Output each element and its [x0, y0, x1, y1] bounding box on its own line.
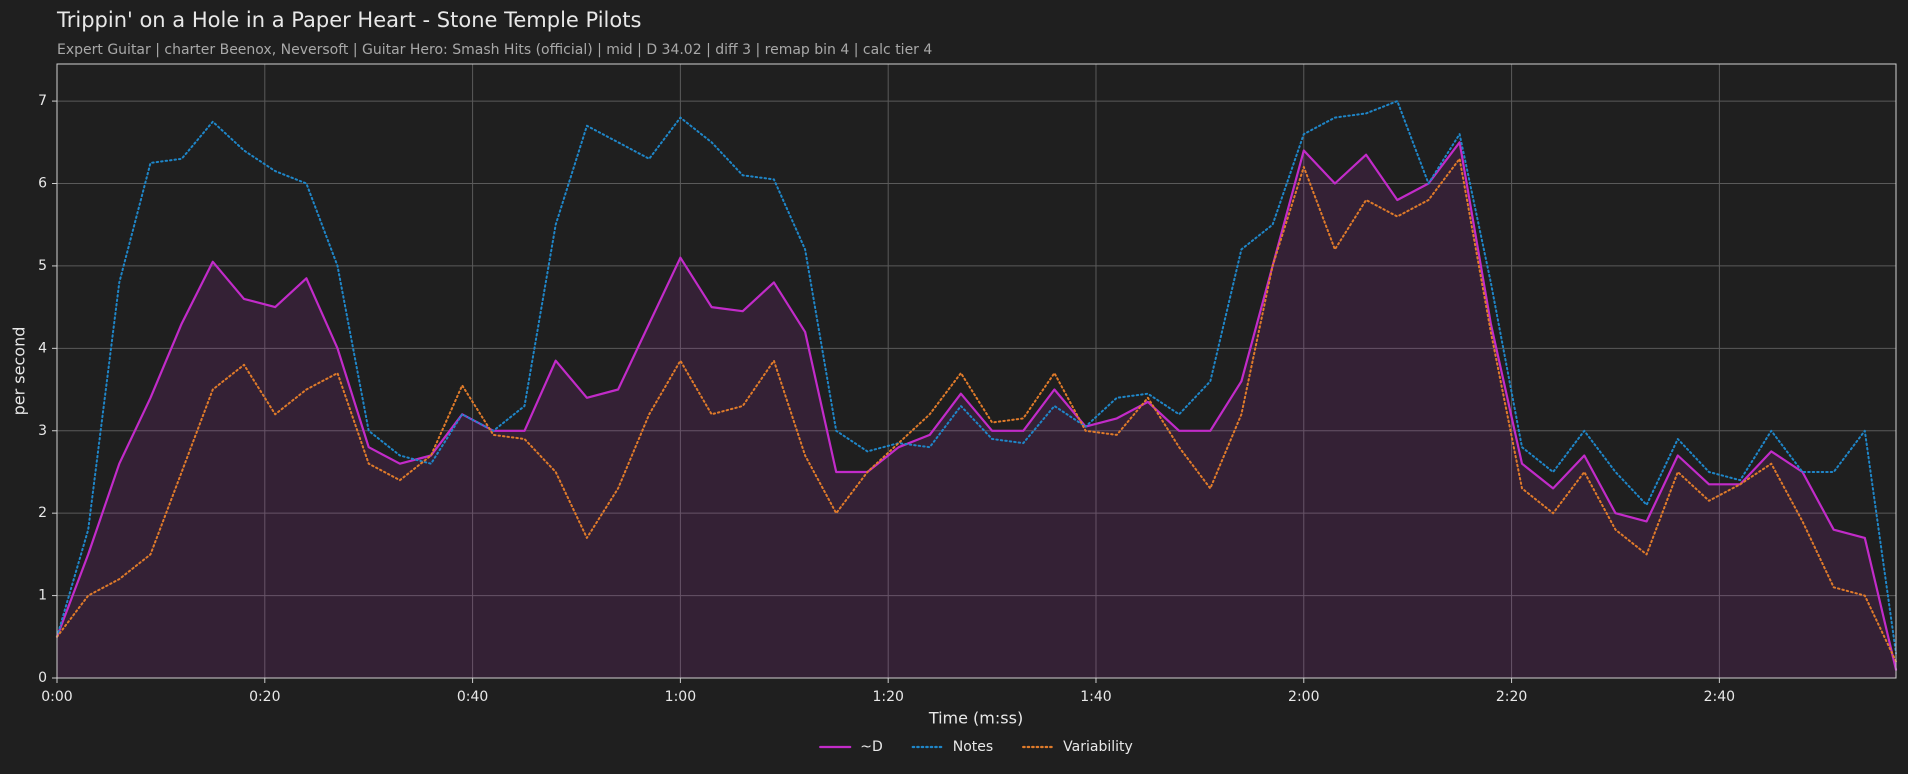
chart-subtitle: Expert Guitar | charter Beenox, Neversof… — [57, 42, 932, 58]
legend-item: Notes — [911, 739, 993, 755]
x-tick-label: 1:20 — [872, 689, 903, 705]
legend: ~D Notes Variability — [819, 739, 1133, 755]
legend-item: Variability — [1022, 739, 1133, 755]
x-axis-label: Time (m:ss) — [928, 709, 1023, 728]
legend-label: Notes — [953, 739, 993, 755]
series-line — [55, 141, 1898, 671]
y-tick-label: 6 — [38, 176, 47, 192]
series-area — [57, 142, 1896, 679]
y-tick-label: 5 — [38, 258, 47, 274]
legend-item: ~D — [819, 739, 883, 755]
y-axis-label: per second — [10, 327, 29, 416]
legend-label: Variability — [1063, 739, 1133, 755]
y-tick-label: 1 — [38, 588, 47, 604]
x-tick-label: 2:20 — [1496, 689, 1527, 705]
x-tick-label: 0:20 — [249, 689, 280, 705]
y-tick-label: 3 — [38, 423, 47, 439]
y-tick-label: 7 — [38, 93, 47, 109]
chart-title: Trippin' on a Hole in a Paper Heart - St… — [56, 8, 641, 32]
legend-label: ~D — [860, 739, 883, 755]
series-line — [56, 157, 1897, 663]
x-tick-label: 2:40 — [1704, 689, 1735, 705]
series-line — [56, 100, 1897, 655]
x-tick-label: 1:40 — [1080, 689, 1111, 705]
x-tick-label: 2:00 — [1288, 689, 1319, 705]
y-tick-label: 4 — [38, 340, 47, 356]
y-tick-label: 0 — [38, 670, 47, 686]
x-tick-label: 0:40 — [457, 689, 488, 705]
plot-frame — [56, 63, 1897, 679]
x-tick-label: 0:00 — [41, 689, 72, 705]
x-tick-label: 1:00 — [665, 689, 696, 705]
y-tick-label: 2 — [38, 505, 47, 521]
